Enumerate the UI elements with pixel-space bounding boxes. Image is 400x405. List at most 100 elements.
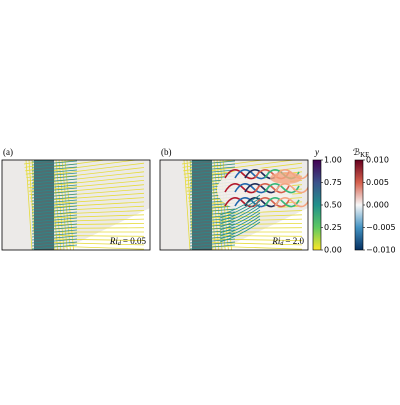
plume	[270, 172, 302, 184]
streamline	[61, 160, 71, 250]
streamline	[31, 238, 78, 244]
annotation-var: Ri	[271, 236, 280, 246]
streamline	[31, 190, 78, 196]
streamline	[189, 244, 236, 250]
annotation: Rid = 2.0	[271, 236, 304, 247]
streamline	[31, 229, 78, 235]
colorbar-label: y	[314, 147, 319, 157]
panel-frame	[1, 159, 151, 251]
streamline	[31, 223, 78, 229]
streamline	[219, 160, 229, 250]
streamline	[189, 241, 236, 247]
streamline	[189, 160, 217, 163]
eddy	[264, 183, 300, 194]
eddy	[274, 197, 308, 208]
streamline	[31, 178, 78, 184]
streamline	[31, 211, 78, 217]
panels: (a)Rid = 0.05(b)Rid = 2.0	[1, 147, 309, 251]
colorbar-tick-label: 0.50	[324, 201, 342, 210]
streamline	[31, 196, 78, 202]
streamline	[189, 169, 236, 175]
streamline	[37, 238, 145, 241]
eddy	[274, 183, 308, 194]
streamline	[31, 244, 78, 250]
streamline	[219, 218, 261, 240]
streamline	[36, 235, 145, 237]
streamline	[31, 193, 78, 199]
colorbar-tick-label: 1.00	[324, 156, 342, 165]
streamline	[189, 166, 236, 172]
colorbar-label: ℬKE	[353, 147, 369, 159]
colorbar-tick-label: 0.00	[324, 246, 342, 255]
streamline	[31, 184, 78, 190]
streamline	[195, 238, 303, 241]
panel-frame	[159, 159, 309, 251]
panel-label: (b)	[161, 147, 172, 157]
colorbars: 1.00 0.75 0.50 0.25 0.00 y 0.010 0.005 0.000 −0.0…	[312, 147, 396, 255]
streamline	[64, 160, 74, 250]
colorbar-tick-label: 0.000	[366, 201, 389, 210]
streamline	[31, 169, 78, 175]
streamline	[219, 203, 261, 225]
panel-label: (a)	[3, 147, 13, 157]
annotation-rest: = 0.05	[123, 236, 147, 246]
streamline	[189, 163, 236, 169]
colorbar-label-sub: KE	[360, 151, 369, 159]
streamline	[189, 160, 236, 166]
streamline	[25, 160, 33, 250]
streamline	[31, 202, 78, 208]
streamline	[31, 235, 78, 241]
streamline	[219, 212, 261, 234]
streamline	[31, 241, 78, 247]
colorbar-tick-label: 0.005	[366, 178, 389, 187]
annotation-sub: d	[280, 241, 284, 247]
eddy	[264, 197, 300, 208]
streamline	[31, 214, 78, 220]
streamline	[189, 205, 236, 211]
streamline	[31, 199, 78, 205]
streamline	[31, 208, 78, 214]
streamline	[37, 241, 145, 246]
streamline	[183, 160, 191, 250]
streamline	[219, 221, 261, 243]
streamline	[31, 217, 78, 223]
streamline	[219, 200, 261, 222]
streamline	[38, 245, 145, 250]
annotation: Rid = 0.05	[109, 236, 147, 247]
streamline	[31, 187, 78, 193]
panel	[2, 160, 150, 250]
streamline	[196, 245, 303, 250]
streamline	[219, 215, 261, 237]
streamline	[194, 235, 303, 237]
streamline	[31, 163, 78, 169]
streamline	[219, 194, 261, 216]
streamline	[58, 160, 68, 250]
streamline	[31, 232, 78, 238]
panel	[160, 160, 308, 250]
annotation-var: Ri	[109, 236, 118, 246]
eddy	[254, 197, 290, 208]
colorbar-tick-label: −0.005	[366, 223, 396, 232]
colorbar-tick-label: −0.010	[366, 246, 396, 255]
streamline	[31, 205, 78, 211]
streamline	[219, 209, 261, 231]
streamline	[31, 181, 78, 187]
streamline	[31, 172, 78, 178]
colorbar	[354, 159, 364, 251]
colorbar-tick-label: 0.010	[366, 156, 389, 165]
annotation-sub: d	[118, 241, 122, 247]
streamline	[189, 208, 236, 214]
streamline	[31, 160, 59, 163]
colorbar-label-symbol: ℬ	[353, 147, 360, 157]
streamline	[31, 226, 78, 232]
streamline	[31, 160, 78, 166]
eddy	[254, 183, 290, 194]
colorbar	[312, 159, 322, 251]
streamline	[219, 206, 261, 228]
streamline	[31, 220, 78, 226]
colorbar-tick-label: 0.25	[324, 223, 342, 232]
streamline	[31, 166, 78, 172]
streamline	[195, 241, 303, 246]
